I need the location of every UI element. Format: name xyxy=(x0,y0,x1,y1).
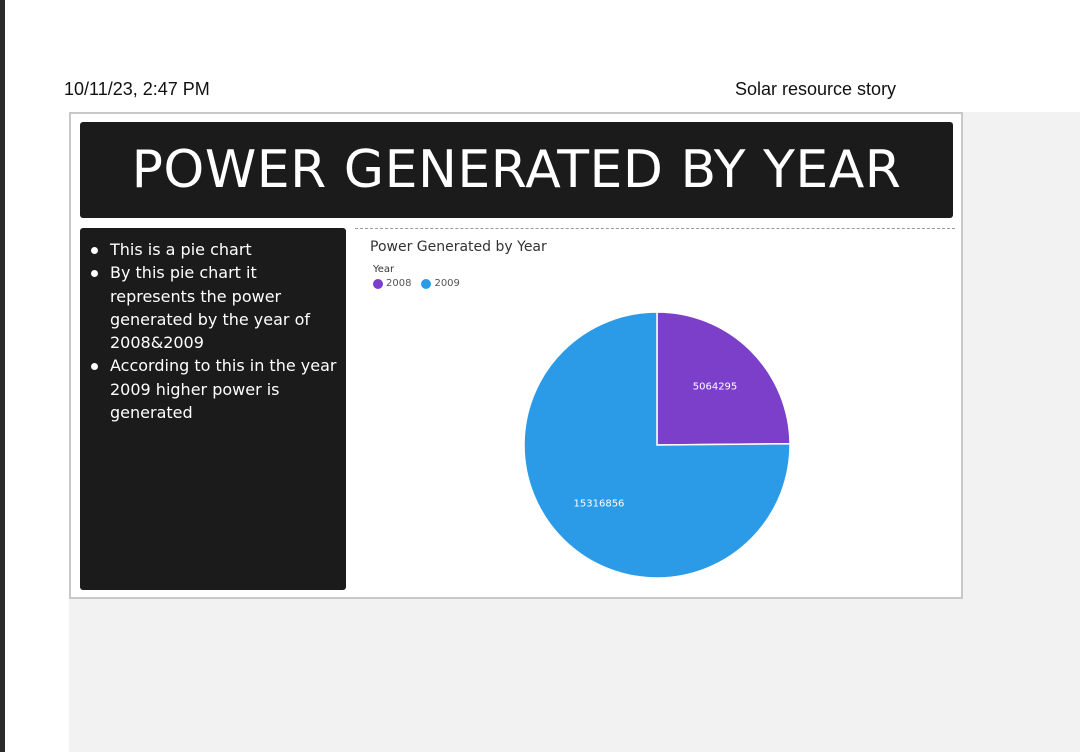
legend-swatch-2008 xyxy=(373,278,383,289)
note-item: This is a pie chart xyxy=(91,238,346,261)
pie-slice-2008[interactable] xyxy=(656,311,791,446)
pie-chart: 5064295 15316856 xyxy=(523,311,791,579)
legend-label-2008: 2008 xyxy=(386,278,412,289)
print-datetime: 10/11/23, 2:47 PM xyxy=(64,79,210,99)
chart-panel[interactable]: Power Generated by Year Year 2008 2009 5… xyxy=(355,228,955,597)
legend: 2008 2009 xyxy=(373,278,460,289)
banner: POWER GENERATED BY YEAR xyxy=(80,122,953,218)
story-title: Solar resource story xyxy=(735,79,897,99)
legend-swatch-2009 xyxy=(421,278,432,289)
pie-slice-2009[interactable] xyxy=(523,311,791,579)
legend-label-2009: 2009 xyxy=(434,278,460,289)
legend-item-2009[interactable]: 2009 xyxy=(421,278,460,289)
notes-panel: This is a pie chart By this pie chart it… xyxy=(80,228,346,590)
data-label-2009: 15316856 xyxy=(574,499,625,510)
window-edge xyxy=(0,0,5,752)
legend-title: Year xyxy=(373,264,395,275)
legend-item-2008[interactable]: 2008 xyxy=(373,278,411,289)
data-label-2008: 5064295 xyxy=(693,381,738,392)
note-item: By this pie chart it represents the powe… xyxy=(91,261,346,354)
note-item: According to this in the year 2009 highe… xyxy=(91,354,346,424)
notes-list: This is a pie chart By this pie chart it… xyxy=(80,238,346,424)
banner-title: POWER GENERATED BY YEAR xyxy=(131,140,902,200)
chart-title: Power Generated by Year xyxy=(370,239,547,255)
